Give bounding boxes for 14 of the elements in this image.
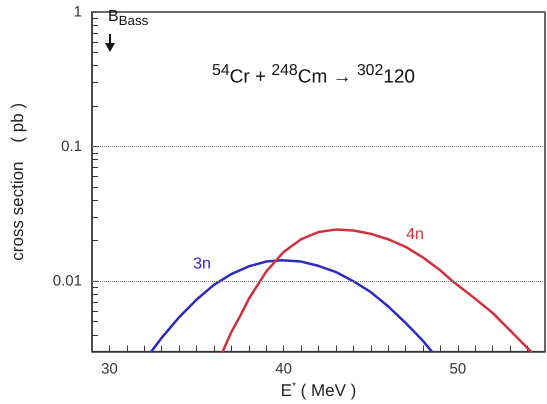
y-tick-label: 0.01 — [52, 272, 82, 290]
y-tick-label: 0.1 — [61, 138, 82, 156]
y-axis-title: cross section ( pb ) — [8, 102, 27, 261]
series-label: 4n — [406, 226, 424, 244]
text: $^{54}$Cr + $^{248}$Cm → $^{302}$120 — [211, 62, 416, 88]
x-tick-label: 30 — [101, 360, 118, 378]
series-label: 3n — [193, 255, 211, 272]
y-tick-label: 1 — [74, 4, 82, 20]
line-series — [221, 228, 532, 353]
annotation: B$_{Bass}$ — [108, 8, 148, 28]
x-axis-title: E* ( MeV ) — [280, 381, 356, 400]
line-series — [150, 259, 433, 353]
x-tick-label: 40 — [275, 360, 292, 378]
x-tick-label: 50 — [450, 360, 466, 378]
